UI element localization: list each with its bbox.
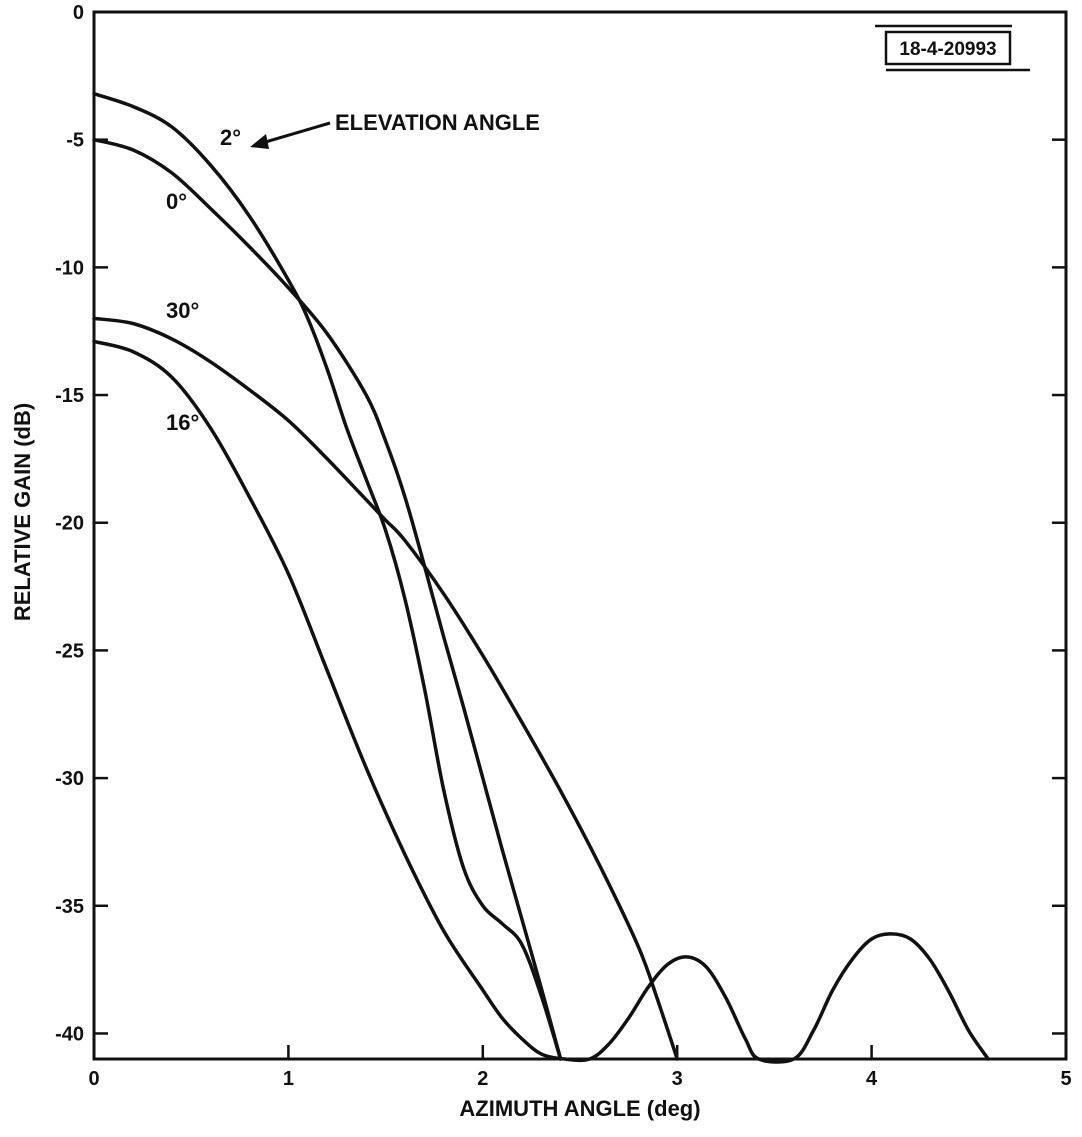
- y-tick-label: -40: [55, 1023, 84, 1045]
- x-tick-label: 1: [283, 1068, 294, 1090]
- x-tick-label: 5: [1060, 1068, 1071, 1090]
- y-tick-label: -15: [55, 385, 84, 407]
- y-tick-label: -30: [55, 768, 84, 790]
- series-line-3: [92, 339, 990, 1064]
- x-tick-label: 4: [866, 1068, 878, 1090]
- reference-id: 18-4-20993: [899, 39, 996, 60]
- curves-layer: [92, 91, 990, 1064]
- x-tick-label: 0: [88, 1068, 99, 1090]
- x-axis-title: AZIMUTH ANGLE (deg): [459, 1096, 700, 1121]
- y-tick-label: -5: [66, 130, 84, 152]
- annotation-arrow-head: [250, 134, 269, 149]
- ref-box: [884, 30, 1012, 66]
- series-line-2: [92, 316, 679, 1061]
- y-axis-title: RELATIVE GAIN (dB): [10, 403, 35, 621]
- series-line-0: [92, 91, 563, 1061]
- annotation-elevation-angle: ELEVATION ANGLE: [335, 110, 540, 135]
- x-tick-label: 3: [672, 1068, 683, 1090]
- y-tick-label: -10: [55, 257, 84, 279]
- series-line-1: [92, 137, 563, 1061]
- y-tick-label: 0: [73, 2, 84, 24]
- ticks-layer: 0 1 2 3 4 5 0 -5 -10 -15 -20 -25 -30 -35 -40: [55, 2, 1071, 1090]
- y-tick-label: -25: [55, 640, 84, 662]
- plot-frame: [92, 10, 1068, 1061]
- curve-label-30deg: 30°: [166, 298, 199, 323]
- annotation-arrow-line: [261, 121, 331, 145]
- y-tick-label: -35: [55, 896, 84, 918]
- curve-label-2deg: 2°: [220, 125, 241, 150]
- curve-label-16deg: 16°: [166, 410, 199, 435]
- y-tick-label: -20: [55, 513, 84, 535]
- x-tick-label: 2: [477, 1068, 488, 1090]
- curve-label-0deg: 0°: [166, 189, 187, 214]
